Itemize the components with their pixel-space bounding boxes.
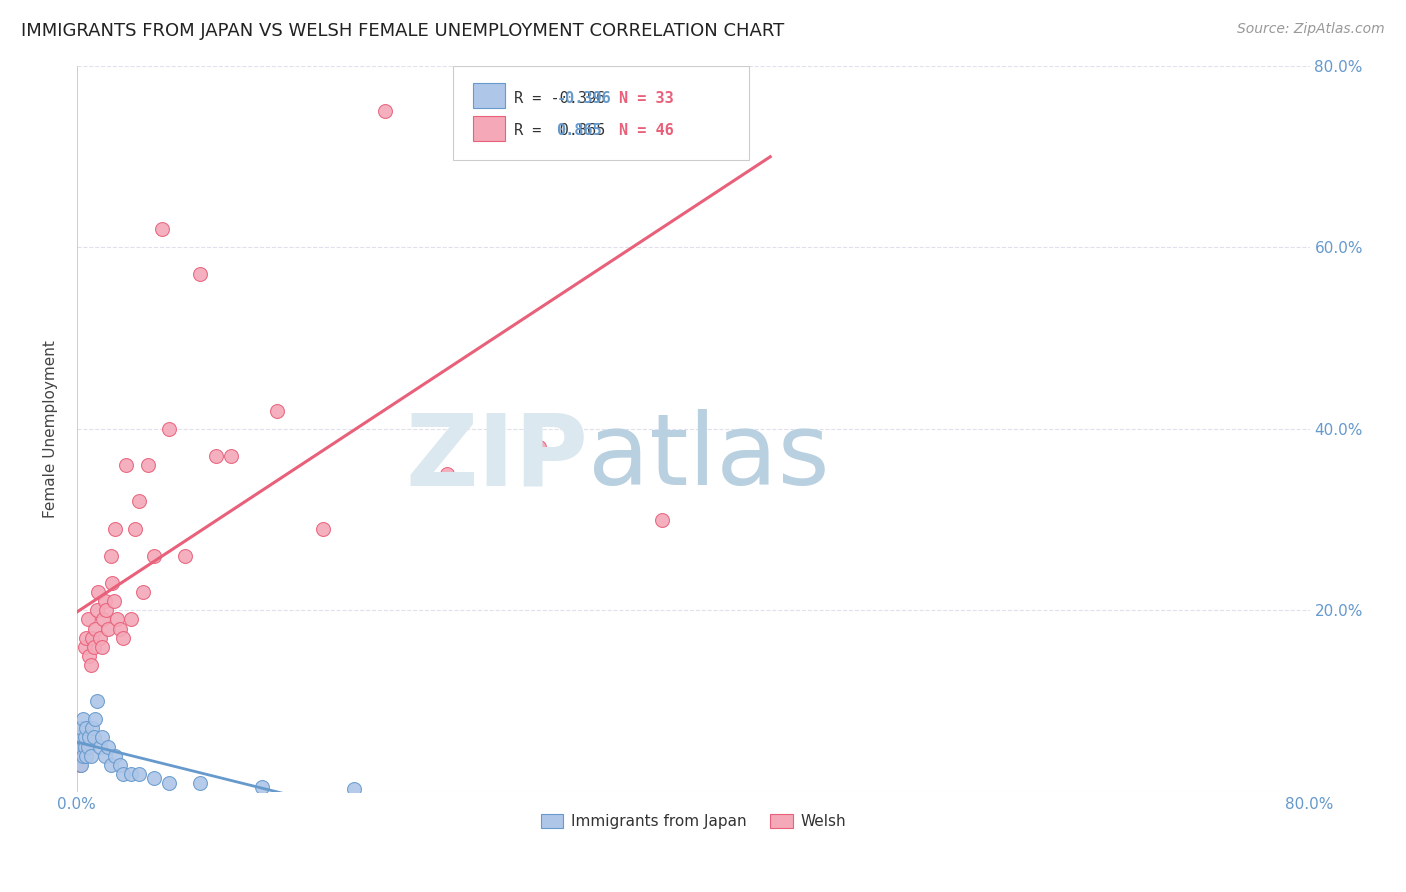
Point	[73, 640, 96, 654]
Point	[83, 640, 105, 654]
Point	[188, 268, 211, 282]
Point	[150, 222, 173, 236]
Point	[89, 631, 111, 645]
Point	[75, 631, 97, 645]
Point	[93, 594, 115, 608]
Point	[120, 612, 142, 626]
Point	[120, 766, 142, 780]
Point	[132, 585, 155, 599]
Point	[188, 776, 211, 790]
Point	[70, 757, 93, 772]
Text: Source: ZipAtlas.com: Source: ZipAtlas.com	[1237, 22, 1385, 37]
Point	[266, 403, 288, 417]
Point	[90, 731, 112, 745]
Text: atlas: atlas	[589, 409, 830, 507]
Point	[436, 467, 458, 482]
Point	[76, 739, 98, 754]
Point	[101, 576, 124, 591]
Point	[105, 612, 128, 626]
Point	[70, 722, 93, 736]
Point	[86, 603, 108, 617]
FancyBboxPatch shape	[472, 83, 505, 109]
Point	[103, 594, 125, 608]
Point	[77, 731, 100, 745]
Point	[104, 748, 127, 763]
Point	[75, 748, 97, 763]
Point	[112, 631, 135, 645]
Point	[82, 722, 104, 736]
Point	[97, 622, 120, 636]
Point	[80, 748, 103, 763]
Point	[67, 748, 90, 763]
Point	[91, 612, 114, 626]
Point	[219, 449, 242, 463]
Point	[527, 440, 550, 454]
Text: N = 33: N = 33	[619, 91, 673, 106]
Point	[82, 631, 104, 645]
Point	[173, 549, 195, 563]
Legend: Immigrants from Japan, Welsh: Immigrants from Japan, Welsh	[534, 808, 852, 835]
Point	[115, 458, 138, 472]
Point	[73, 739, 96, 754]
Point	[72, 748, 94, 763]
Text: 0.865: 0.865	[557, 123, 602, 138]
Point	[343, 782, 366, 797]
Text: R =  0.865: R = 0.865	[515, 123, 606, 138]
Point	[80, 657, 103, 672]
Text: -0.396: -0.396	[557, 91, 612, 106]
Point	[94, 603, 117, 617]
Point	[651, 512, 673, 526]
FancyBboxPatch shape	[472, 116, 505, 141]
Point	[142, 549, 165, 563]
Point	[124, 522, 146, 536]
Text: IMMIGRANTS FROM JAPAN VS WELSH FEMALE UNEMPLOYMENT CORRELATION CHART: IMMIGRANTS FROM JAPAN VS WELSH FEMALE UN…	[21, 22, 785, 40]
Point	[89, 739, 111, 754]
Point	[76, 612, 98, 626]
Point	[104, 522, 127, 536]
Point	[77, 648, 100, 663]
Point	[112, 766, 135, 780]
Point	[69, 739, 91, 754]
Point	[108, 757, 131, 772]
Point	[90, 640, 112, 654]
Point	[69, 757, 91, 772]
Point	[136, 458, 159, 472]
Point	[87, 585, 110, 599]
Text: R = -0.396: R = -0.396	[515, 91, 606, 106]
Point	[108, 622, 131, 636]
Point	[73, 731, 96, 745]
Text: N = 46: N = 46	[619, 123, 673, 138]
Point	[83, 731, 105, 745]
Point	[84, 622, 107, 636]
Point	[72, 739, 94, 754]
Y-axis label: Female Unemployment: Female Unemployment	[44, 340, 58, 517]
FancyBboxPatch shape	[453, 66, 748, 160]
Point	[86, 694, 108, 708]
Point	[100, 757, 122, 772]
Point	[204, 449, 226, 463]
Point	[75, 722, 97, 736]
Point	[374, 103, 396, 118]
Point	[93, 748, 115, 763]
Point	[72, 712, 94, 726]
Point	[250, 780, 273, 795]
Point	[69, 731, 91, 745]
Point	[728, 22, 751, 37]
Point	[157, 776, 180, 790]
Point	[157, 422, 180, 436]
Point	[312, 522, 335, 536]
Point	[100, 549, 122, 563]
Point	[84, 712, 107, 726]
Point	[142, 772, 165, 786]
Point	[70, 748, 93, 763]
Point	[97, 739, 120, 754]
Point	[128, 766, 150, 780]
Point	[128, 494, 150, 508]
Text: ZIP: ZIP	[405, 409, 589, 507]
